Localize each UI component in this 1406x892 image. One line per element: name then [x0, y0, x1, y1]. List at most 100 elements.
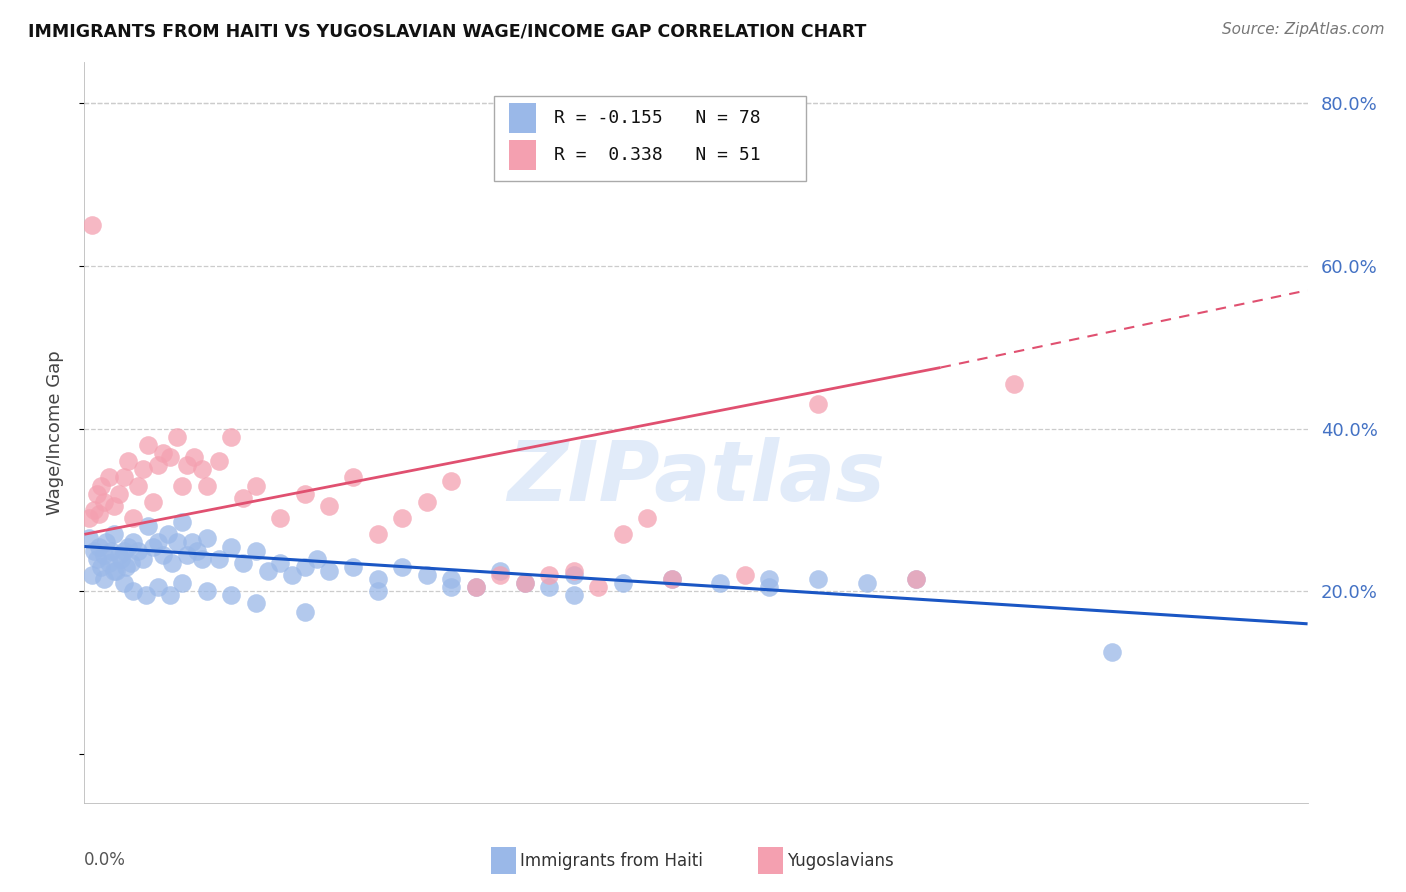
Point: [219, 588, 242, 602]
Point: [219, 430, 242, 444]
Point: [416, 568, 439, 582]
Point: [232, 491, 254, 505]
Point: [146, 458, 169, 472]
Text: R =  0.338   N = 51: R = 0.338 N = 51: [554, 146, 761, 164]
Text: ZIPatlas: ZIPatlas: [508, 436, 884, 517]
Point: [513, 576, 536, 591]
Point: [127, 543, 149, 558]
Point: [294, 486, 316, 500]
Point: [159, 450, 181, 464]
Point: [195, 478, 218, 492]
Point: [195, 584, 218, 599]
Point: [856, 576, 879, 591]
Point: [142, 495, 165, 509]
Point: [90, 559, 112, 574]
Point: [294, 605, 316, 619]
Point: [208, 551, 231, 566]
Point: [636, 511, 658, 525]
Point: [219, 540, 242, 554]
Point: [416, 495, 439, 509]
Point: [440, 572, 463, 586]
Point: [152, 548, 174, 562]
Point: [562, 564, 585, 578]
Point: [156, 527, 179, 541]
Point: [122, 511, 145, 525]
Point: [90, 478, 112, 492]
Point: [318, 564, 340, 578]
Point: [112, 543, 135, 558]
Point: [440, 580, 463, 594]
Point: [257, 564, 280, 578]
Point: [172, 478, 194, 492]
Point: [440, 475, 463, 489]
Point: [122, 584, 145, 599]
Point: [122, 535, 145, 549]
Point: [77, 511, 100, 525]
Point: [87, 540, 110, 554]
FancyBboxPatch shape: [494, 95, 806, 181]
Point: [734, 568, 756, 582]
Text: Yugoslavians: Yugoslavians: [787, 852, 894, 870]
Point: [191, 551, 214, 566]
Text: R = -0.155   N = 78: R = -0.155 N = 78: [554, 109, 761, 127]
Point: [232, 556, 254, 570]
Point: [464, 580, 486, 594]
Point: [367, 584, 389, 599]
Point: [269, 556, 291, 570]
Point: [612, 576, 634, 591]
Point: [146, 535, 169, 549]
Point: [562, 588, 585, 602]
Point: [176, 458, 198, 472]
Point: [132, 462, 155, 476]
Point: [93, 548, 115, 562]
Point: [342, 559, 364, 574]
Point: [112, 576, 135, 591]
Point: [281, 568, 304, 582]
Point: [489, 564, 512, 578]
Point: [612, 527, 634, 541]
Point: [80, 568, 103, 582]
Point: [103, 527, 125, 541]
Text: Source: ZipAtlas.com: Source: ZipAtlas.com: [1222, 22, 1385, 37]
Point: [166, 535, 188, 549]
Point: [159, 588, 181, 602]
Point: [146, 580, 169, 594]
Point: [110, 551, 132, 566]
Point: [181, 535, 204, 549]
Point: [172, 576, 194, 591]
Point: [176, 548, 198, 562]
Point: [103, 499, 125, 513]
Point: [709, 576, 731, 591]
Point: [318, 499, 340, 513]
Point: [107, 548, 129, 562]
Point: [661, 572, 683, 586]
Y-axis label: Wage/Income Gap: Wage/Income Gap: [45, 351, 63, 515]
Point: [135, 588, 157, 602]
Point: [513, 576, 536, 591]
Point: [117, 454, 139, 468]
Point: [464, 580, 486, 594]
Point: [661, 572, 683, 586]
Point: [905, 572, 928, 586]
Point: [195, 532, 218, 546]
Point: [758, 580, 780, 594]
Point: [83, 543, 105, 558]
Point: [186, 543, 208, 558]
Point: [166, 430, 188, 444]
Point: [208, 454, 231, 468]
Point: [305, 551, 328, 566]
Point: [97, 556, 120, 570]
Point: [87, 507, 110, 521]
Point: [905, 572, 928, 586]
Point: [807, 397, 830, 411]
Point: [245, 543, 267, 558]
Point: [142, 540, 165, 554]
Point: [586, 580, 609, 594]
Point: [1101, 645, 1123, 659]
Point: [342, 470, 364, 484]
Point: [245, 597, 267, 611]
Point: [191, 462, 214, 476]
Point: [294, 559, 316, 574]
Point: [269, 511, 291, 525]
Point: [489, 568, 512, 582]
